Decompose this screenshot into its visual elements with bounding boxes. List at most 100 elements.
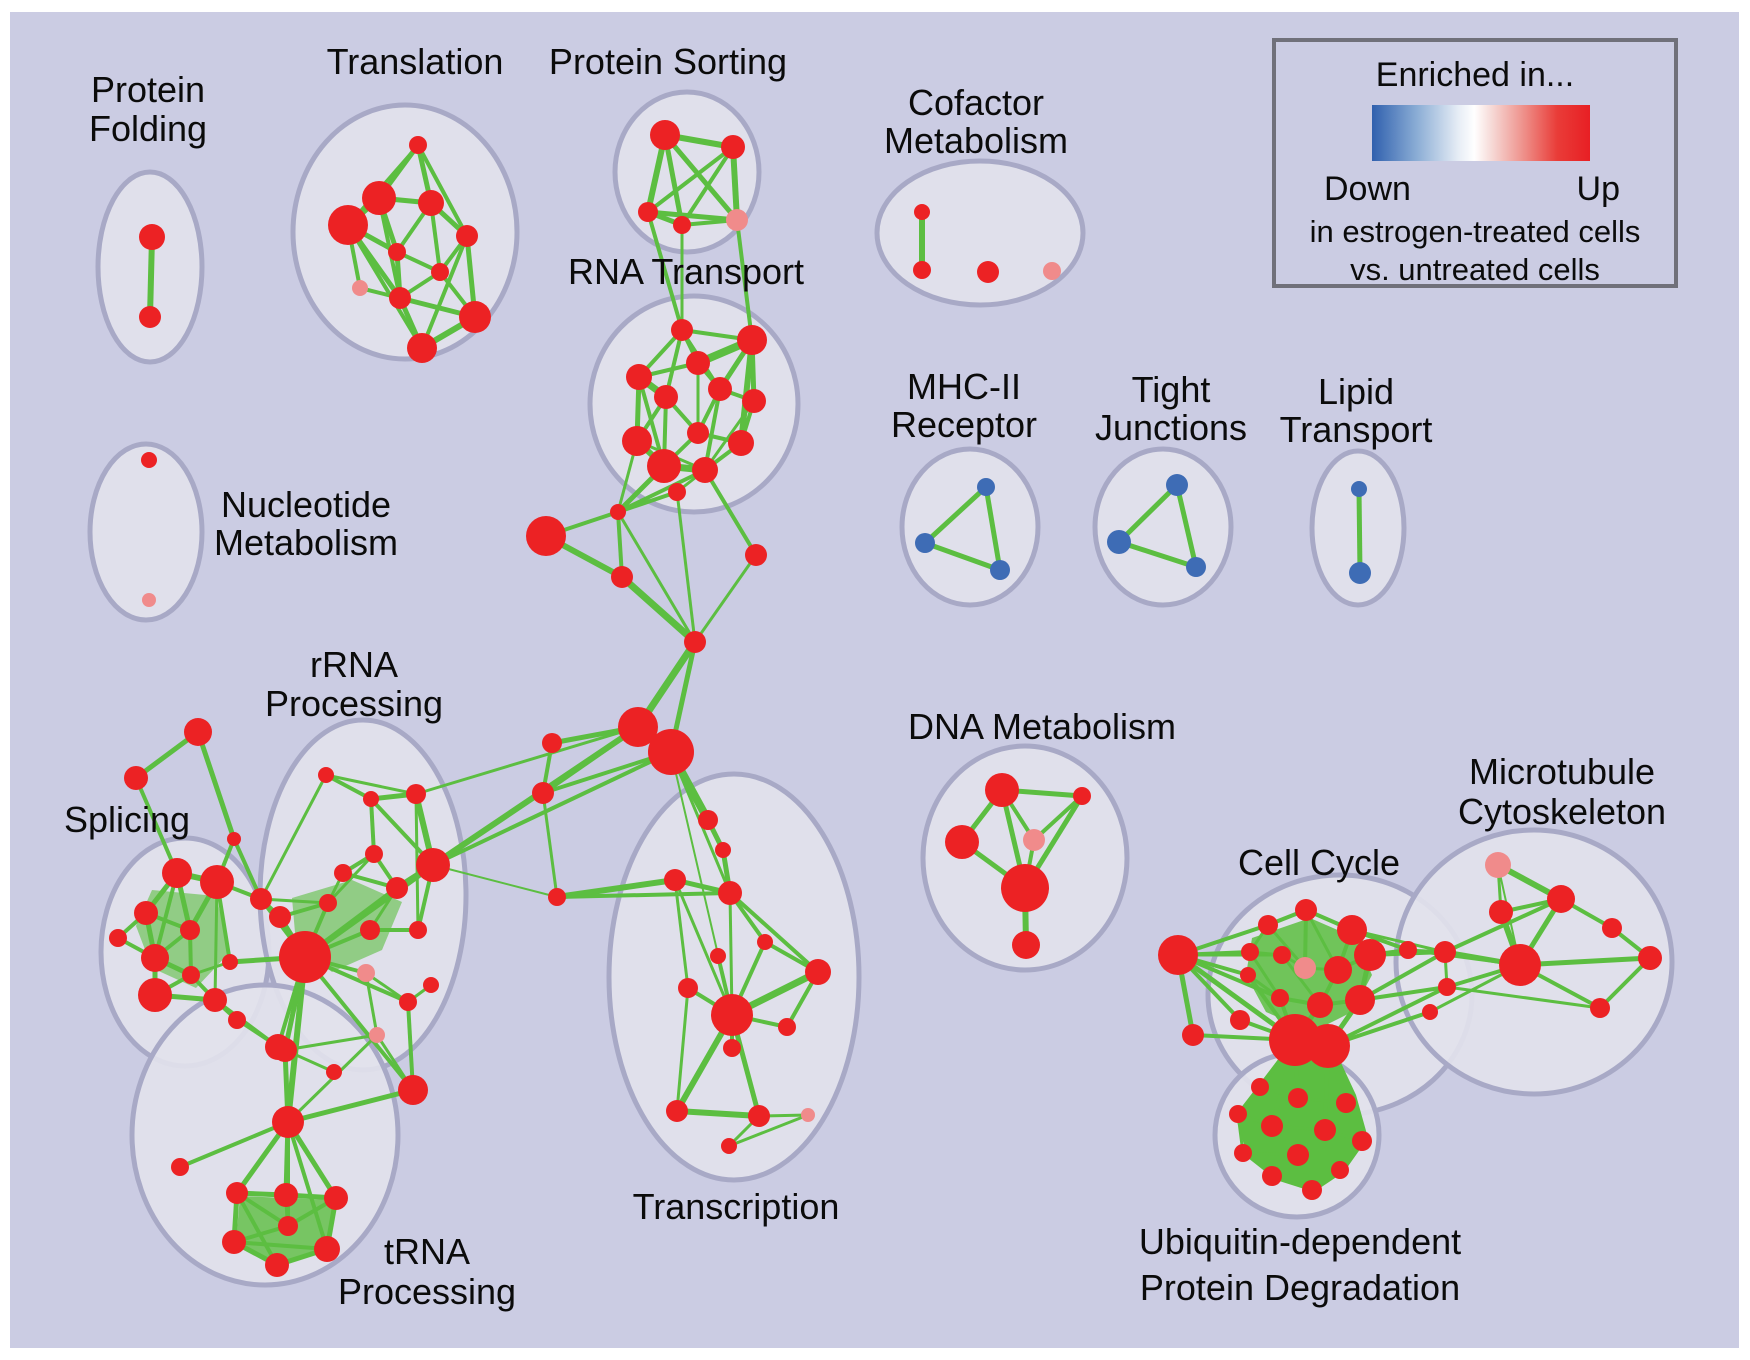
legend-subtitle-line2: vs. untreated cells	[1350, 252, 1600, 287]
network-edge	[134, 777, 179, 874]
network-node-up	[1251, 1078, 1269, 1096]
network-edge	[730, 146, 740, 221]
network-edge	[616, 511, 697, 643]
network-edge	[213, 881, 219, 1001]
network-edge	[923, 485, 988, 545]
network-node-up	[398, 1075, 428, 1105]
network-node-up	[1158, 935, 1198, 975]
network-node-up	[265, 1253, 289, 1277]
network-node-up_light	[369, 1027, 385, 1043]
network-node-up	[326, 1064, 342, 1080]
network-node-up	[456, 225, 478, 247]
network-node-up	[109, 929, 127, 947]
network-node-up	[1240, 967, 1256, 983]
network-node-up	[718, 881, 742, 905]
network-node-up	[698, 810, 718, 830]
network-node-up	[715, 842, 731, 858]
cluster-ellipse-translation	[290, 102, 520, 362]
network-node-up	[721, 1138, 737, 1154]
network-node-up_light	[1023, 829, 1045, 851]
network-node-up_light	[726, 209, 748, 231]
network-edge	[646, 211, 684, 331]
network-node-up	[638, 202, 658, 222]
network-edge	[673, 879, 690, 989]
network-node-up	[1261, 1115, 1283, 1137]
network-node-up	[1288, 1088, 1308, 1108]
network-node-up	[1434, 941, 1456, 963]
network-node-up	[622, 426, 652, 456]
network-node-up	[389, 287, 411, 309]
network-edge	[675, 491, 697, 643]
network-edge	[619, 574, 698, 645]
network-edge	[326, 852, 376, 905]
network-node-up	[618, 707, 658, 747]
network-node-up	[416, 848, 450, 882]
network-edge	[675, 987, 690, 1112]
network-node-up	[692, 457, 718, 483]
network-edge	[735, 219, 754, 341]
cluster-ellipse-cofactor-metabolism	[874, 158, 1086, 308]
network-node-up	[748, 1105, 770, 1127]
network-node-up	[360, 920, 380, 940]
network-node-up	[318, 767, 334, 783]
network-node-up	[388, 243, 406, 261]
gradient-bar	[1372, 105, 1590, 161]
network-edge	[364, 972, 379, 1036]
network-node-up	[1331, 1161, 1349, 1179]
network-node-up	[1258, 915, 1278, 935]
network-edge	[260, 897, 329, 905]
network-node-up	[362, 181, 396, 215]
network-node-up	[977, 261, 999, 283]
network-edge	[432, 750, 672, 867]
network-node-up	[626, 364, 652, 390]
network-edge	[647, 209, 738, 223]
network-node-up	[1638, 946, 1662, 970]
network-node-up	[278, 1216, 298, 1236]
network-node-up	[1306, 1024, 1350, 1068]
network-node-up	[141, 452, 157, 468]
network-node-down	[915, 533, 935, 553]
network-node-up_light	[357, 964, 375, 982]
network-node-up	[141, 944, 169, 972]
network-node-up_light	[801, 1108, 815, 1122]
network-node-up	[805, 959, 831, 985]
network-node-up	[1489, 900, 1513, 924]
network-node-up	[1499, 944, 1541, 986]
network-node-up	[200, 865, 234, 899]
network-edge	[924, 540, 1001, 573]
network-edge	[646, 145, 735, 214]
network-node-down	[1349, 562, 1371, 584]
network-edge	[703, 400, 756, 471]
network-node-up	[668, 483, 686, 501]
network-node-up	[162, 858, 192, 888]
network-edge	[1117, 483, 1179, 544]
network-node-up	[548, 888, 566, 906]
network-node-up	[1271, 989, 1289, 1007]
network-edge	[233, 1240, 328, 1251]
legend-box: Enriched in... Down Up in estrogen-treat…	[1272, 38, 1678, 288]
network-node-up	[532, 782, 554, 804]
network-node-up	[1073, 787, 1091, 805]
network-node-up	[1345, 985, 1375, 1015]
network-node-up	[1354, 939, 1386, 971]
network-edge	[325, 773, 372, 801]
network-node-up	[745, 544, 767, 566]
network-edge	[556, 891, 731, 899]
network-edge	[286, 1121, 329, 1250]
network-node-up	[182, 966, 200, 984]
network-node-up	[334, 864, 352, 882]
network-edge	[420, 235, 469, 349]
network-node-up	[1182, 1024, 1204, 1046]
network-node-up	[1295, 899, 1317, 921]
network-node-up	[1230, 1010, 1250, 1030]
network-node-up	[1012, 931, 1040, 959]
network-edge	[284, 1033, 378, 1052]
network-node-up	[328, 205, 368, 245]
network-node-up	[1262, 1166, 1282, 1186]
network-node-up	[1547, 885, 1575, 913]
network-node-up	[686, 351, 710, 375]
network-node-down	[977, 478, 995, 496]
network-node-up	[409, 921, 427, 939]
network-edge	[693, 554, 758, 643]
